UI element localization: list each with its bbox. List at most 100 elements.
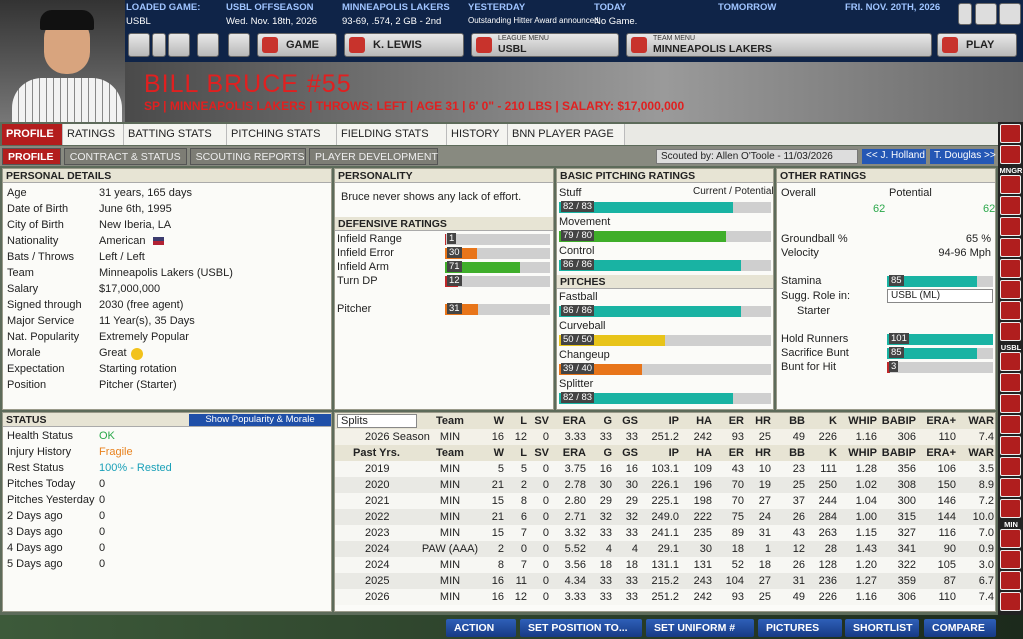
subtab[interactable]: PROFILE	[2, 148, 61, 165]
stats-cell: 7.0	[978, 527, 994, 539]
sidebar-icon[interactable]	[1000, 571, 1021, 590]
sidebar-icon[interactable]	[1000, 415, 1021, 434]
scout-prev[interactable]: << J. Holland	[862, 149, 926, 164]
column-header: SV	[534, 415, 549, 427]
stats-cell: 4.34	[564, 575, 586, 587]
sidebar-icon[interactable]	[1000, 322, 1021, 341]
sidebar-icon[interactable]	[1000, 478, 1021, 497]
sidebar-icon[interactable]	[1000, 280, 1021, 299]
sidebar-icon[interactable]	[1000, 238, 1021, 257]
stats-cell: 16	[491, 575, 504, 587]
stats-row-label: 2019	[365, 463, 390, 475]
sidebar-icon[interactable]	[1000, 175, 1021, 194]
sidebar-icon[interactable]	[1000, 529, 1021, 548]
sidebar-icon[interactable]	[1000, 124, 1021, 143]
nav-button[interactable]: LEAGUE MENU USBL	[471, 33, 619, 57]
sidebar-icon[interactable]	[1000, 436, 1021, 455]
action-button[interactable]: ACTION	[446, 619, 516, 637]
home-button[interactable]	[228, 33, 250, 57]
stats-cell: 0	[542, 559, 549, 571]
stats-cell: 196	[693, 479, 712, 491]
action-button[interactable]: SET UNIFORM #	[646, 619, 754, 637]
stats-cell: 222	[693, 511, 712, 523]
nav-button[interactable]: K. LEWIS	[344, 33, 464, 57]
role-dropdown[interactable]: USBL (ML)	[887, 289, 993, 303]
tab[interactable]: BNN PLAYER PAGE	[508, 124, 625, 145]
stats-cell: 356	[897, 463, 916, 475]
morale-icon	[131, 348, 143, 360]
detail-value: 11 Year(s), 35 Days	[99, 315, 195, 327]
top-icon[interactable]	[958, 3, 972, 25]
stats-cell: 322	[897, 559, 916, 571]
tab[interactable]: PITCHING STATS	[227, 124, 337, 145]
nav-button[interactable]: GAME	[257, 33, 337, 57]
stats-cell: 226	[818, 591, 837, 603]
sidebar-icon[interactable]	[1000, 352, 1021, 371]
stats-cell: 32	[625, 511, 638, 523]
tab[interactable]: RATINGS	[63, 124, 124, 145]
tab[interactable]: BATTING STATS	[124, 124, 227, 145]
subtab[interactable]: SCOUTING REPORTS	[189, 148, 306, 165]
stats-cell: 27	[758, 575, 771, 587]
action-button[interactable]: SET POSITION TO...	[520, 619, 642, 637]
favorite-button[interactable]	[197, 33, 219, 57]
menu-button[interactable]	[152, 33, 166, 57]
forward-button[interactable]	[168, 33, 190, 57]
stats-cell: 3.56	[564, 559, 586, 571]
stats-cell: 106	[937, 463, 956, 475]
rating-label: Splitter	[559, 378, 594, 390]
sidebar-icon[interactable]	[1000, 592, 1021, 611]
nav-button[interactable]: TEAM MENU MINNEAPOLIS LAKERS	[626, 33, 932, 57]
splits-dropdown[interactable]: Splits	[337, 414, 417, 428]
tab[interactable]: PROFILE	[2, 124, 63, 145]
column-header: BB	[789, 447, 805, 459]
scout-dropdown[interactable]: Scouted by: Allen O'Toole - 11/03/2026	[656, 149, 858, 164]
rating-bar	[559, 260, 742, 271]
rating-bar	[559, 364, 642, 375]
stats-cell: 242	[693, 431, 712, 443]
subtab[interactable]: CONTRACT & STATUS	[63, 148, 187, 165]
rating-bar	[887, 334, 993, 345]
status-label: Injury History	[7, 446, 72, 458]
top-icon[interactable]	[975, 3, 997, 25]
tab[interactable]: FIELDING STATS	[337, 124, 447, 145]
stats-cell: 49	[792, 591, 805, 603]
sidebar-icon[interactable]	[1000, 217, 1021, 236]
sidebar-icon[interactable]	[1000, 373, 1021, 392]
status-value: 0	[99, 526, 106, 538]
stats-cell: 0	[542, 431, 549, 443]
back-button[interactable]	[128, 33, 150, 57]
status-label: 2 Days ago	[7, 510, 63, 522]
popularity-button[interactable]: Show Popularity & Morale	[189, 414, 331, 426]
nav-button[interactable]: PLAY	[937, 33, 1017, 57]
stats-cell: 7.4	[978, 591, 994, 603]
sidebar-icon[interactable]	[1000, 301, 1021, 320]
top-icon[interactable]	[999, 3, 1021, 25]
stats-cell: 12	[514, 591, 527, 603]
stats-cell: 146	[937, 495, 956, 507]
stats-cell: 31	[758, 527, 771, 539]
action-button[interactable]: SHORTLIST	[845, 619, 919, 637]
action-button[interactable]: COMPARE	[924, 619, 996, 637]
status-value: 0	[99, 558, 106, 570]
action-button[interactable]: PICTURES	[758, 619, 842, 637]
detail-label: Age	[7, 187, 27, 199]
sidebar-icon[interactable]	[1000, 394, 1021, 413]
sidebar-icon[interactable]	[1000, 259, 1021, 278]
subtab[interactable]: PLAYER DEVELOPMENT	[309, 148, 439, 165]
tab[interactable]: HISTORY	[447, 124, 508, 145]
sidebar-icon[interactable]	[1000, 499, 1021, 518]
sidebar-icon[interactable]	[1000, 145, 1021, 164]
stats-cell: 19	[758, 479, 771, 491]
stats-cell: 241.1	[651, 527, 679, 539]
stats-row-label: 2022	[365, 511, 390, 523]
bar-track	[445, 276, 550, 287]
status-value: 0	[99, 494, 106, 506]
rating-value: 82 / 83	[561, 392, 595, 403]
sidebar-icon[interactable]	[1000, 550, 1021, 569]
stats-cell: 27	[758, 495, 771, 507]
scout-next[interactable]: T. Douglas >>	[930, 149, 996, 164]
rating-text: 94-96 Mph	[938, 247, 991, 259]
sidebar-icon[interactable]	[1000, 196, 1021, 215]
sidebar-icon[interactable]	[1000, 457, 1021, 476]
